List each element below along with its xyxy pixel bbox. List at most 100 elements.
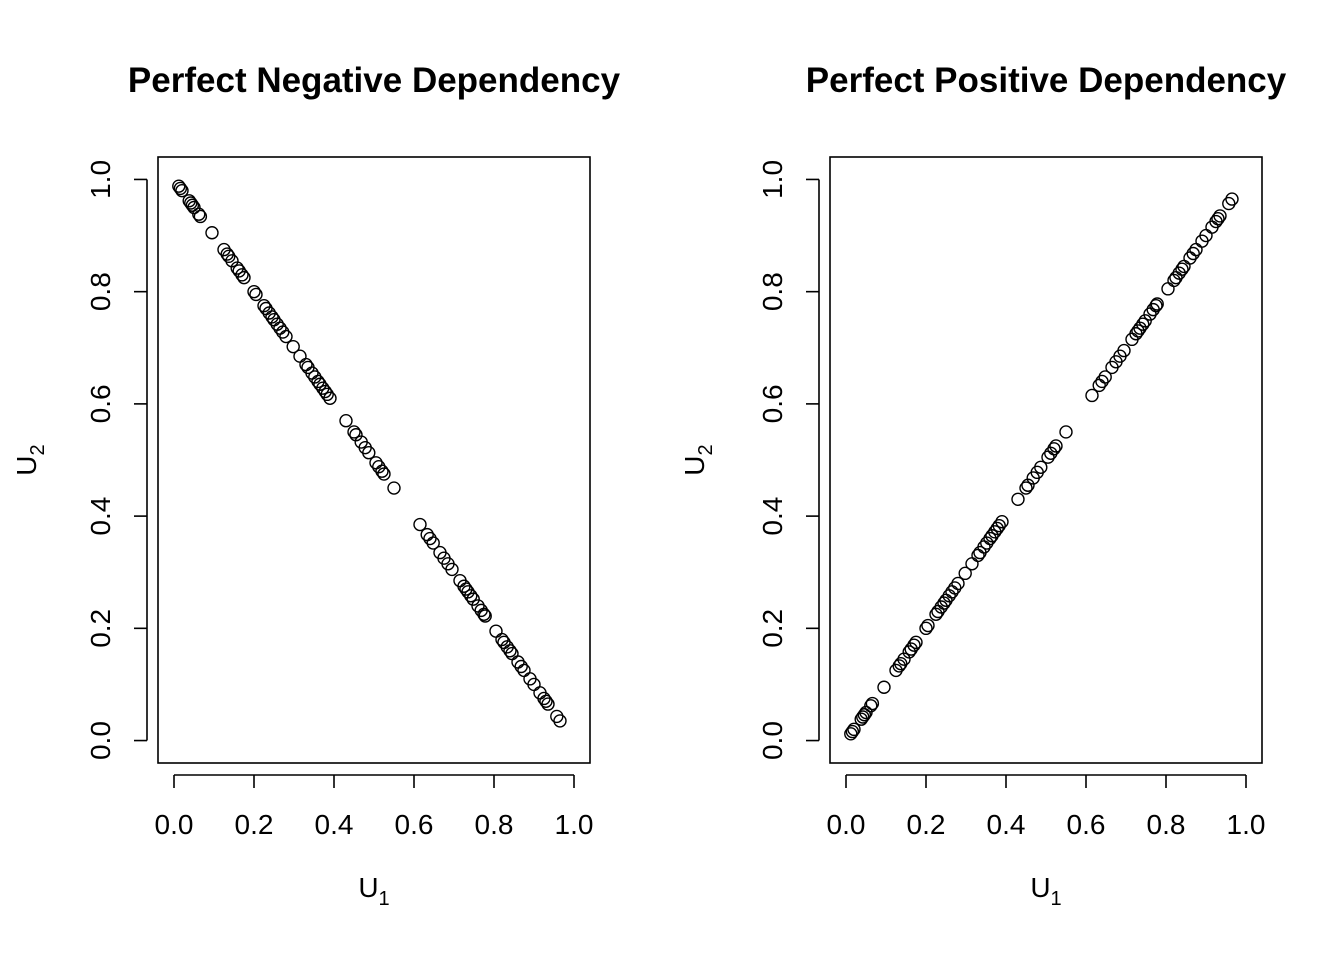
data-point <box>1225 192 1239 206</box>
data-point <box>907 638 921 652</box>
y-axis-label: U2 <box>11 444 49 475</box>
y-tick-label: 0.6 <box>85 384 116 423</box>
x-tick-label: 1.0 <box>555 809 594 840</box>
data-point <box>541 697 555 711</box>
data-point <box>217 242 231 257</box>
x-tick-label: 0.2 <box>235 809 274 840</box>
data-point <box>1136 317 1150 331</box>
data-point <box>273 321 287 335</box>
data-point <box>173 181 188 196</box>
x-tick-label: 0.0 <box>827 809 866 840</box>
data-point <box>276 325 290 339</box>
data-point <box>503 644 517 658</box>
data-point <box>945 585 959 599</box>
data-point <box>489 624 503 638</box>
x-tick-label: 1.0 <box>1227 809 1266 840</box>
y-tick-label: 0.0 <box>85 721 116 760</box>
data-point <box>847 722 861 737</box>
data-point <box>934 600 948 614</box>
data-point <box>466 592 480 606</box>
data-point <box>262 306 276 320</box>
data-point <box>859 705 873 720</box>
data-point <box>844 727 858 741</box>
data-point <box>323 391 337 405</box>
data-point <box>1041 450 1055 464</box>
data-point <box>478 609 492 623</box>
y-tick-label: 0.0 <box>757 721 788 760</box>
chart-title: Perfect Negative Dependency <box>128 61 621 100</box>
data-point <box>1150 297 1164 311</box>
data-point <box>1098 370 1112 384</box>
data-point <box>514 659 528 674</box>
data-point <box>445 562 459 577</box>
x-tick-label: 0.8 <box>1147 809 1186 840</box>
data-point <box>965 557 979 571</box>
data-point <box>1211 212 1225 226</box>
y-tick-label: 1.0 <box>85 160 116 199</box>
data-point <box>892 659 906 673</box>
data-point <box>992 518 1006 533</box>
positive-dependency-panel: Perfect Positive Dependency 0.0 0.2 0.4 0.6 0… <box>679 61 1287 910</box>
data-point <box>423 531 437 546</box>
data-point <box>894 656 908 671</box>
x-tick-label: 0.4 <box>315 809 354 840</box>
data-point <box>845 724 860 739</box>
data-point <box>951 576 965 591</box>
data-point <box>1059 425 1073 439</box>
x-tick-label: 0.2 <box>907 809 946 840</box>
data-point <box>1085 388 1099 403</box>
data-point <box>220 247 234 261</box>
data-point <box>459 582 473 596</box>
x-tick-label: 0.0 <box>155 809 194 840</box>
data-point <box>413 517 427 532</box>
data-point <box>222 249 236 264</box>
y-tick-label: 1.0 <box>757 160 788 199</box>
data-point <box>318 384 332 399</box>
data-point <box>1222 196 1236 211</box>
data-point <box>1117 343 1131 358</box>
data-point <box>185 198 200 212</box>
data-point <box>1011 492 1025 506</box>
data-point <box>856 710 870 724</box>
data-point <box>232 264 246 278</box>
data-point <box>182 194 196 208</box>
data-point <box>1186 246 1200 261</box>
y-tick-label: 0.2 <box>757 609 788 648</box>
data-point <box>889 663 903 678</box>
data-point <box>857 708 872 722</box>
data-point <box>187 200 201 215</box>
data-point <box>369 456 383 470</box>
y-tick-label: 0.6 <box>757 384 788 423</box>
plot-frame <box>829 156 1263 764</box>
data-point <box>854 712 868 726</box>
data-point <box>500 640 514 654</box>
data-point <box>230 261 244 275</box>
data-point <box>517 663 531 678</box>
data-point <box>983 531 997 546</box>
data-point <box>1175 262 1189 276</box>
data-point <box>904 642 918 656</box>
y-tick-label: 0.4 <box>85 497 116 536</box>
y-tick-label: 0.8 <box>757 272 788 311</box>
data-point <box>1138 314 1152 328</box>
data-point <box>1034 460 1048 474</box>
x-axis-label: U1 <box>1030 872 1061 910</box>
data-point <box>347 425 361 439</box>
data-point <box>362 446 376 460</box>
data-point <box>375 464 389 478</box>
data-point <box>958 566 972 581</box>
y-tick-label: 0.4 <box>757 497 788 536</box>
data-point <box>948 581 962 595</box>
data-point <box>247 284 261 299</box>
data-point <box>865 696 880 711</box>
data-point <box>995 515 1009 529</box>
data-point <box>293 349 307 363</box>
data-point <box>990 521 1004 536</box>
chart-title: Perfect Positive Dependency <box>806 61 1287 100</box>
data-point <box>864 699 878 713</box>
plot-frame <box>157 156 591 764</box>
data-point <box>1189 242 1203 257</box>
x-tick-label: 0.8 <box>475 809 514 840</box>
data-point <box>237 270 251 285</box>
data-point <box>420 527 434 542</box>
